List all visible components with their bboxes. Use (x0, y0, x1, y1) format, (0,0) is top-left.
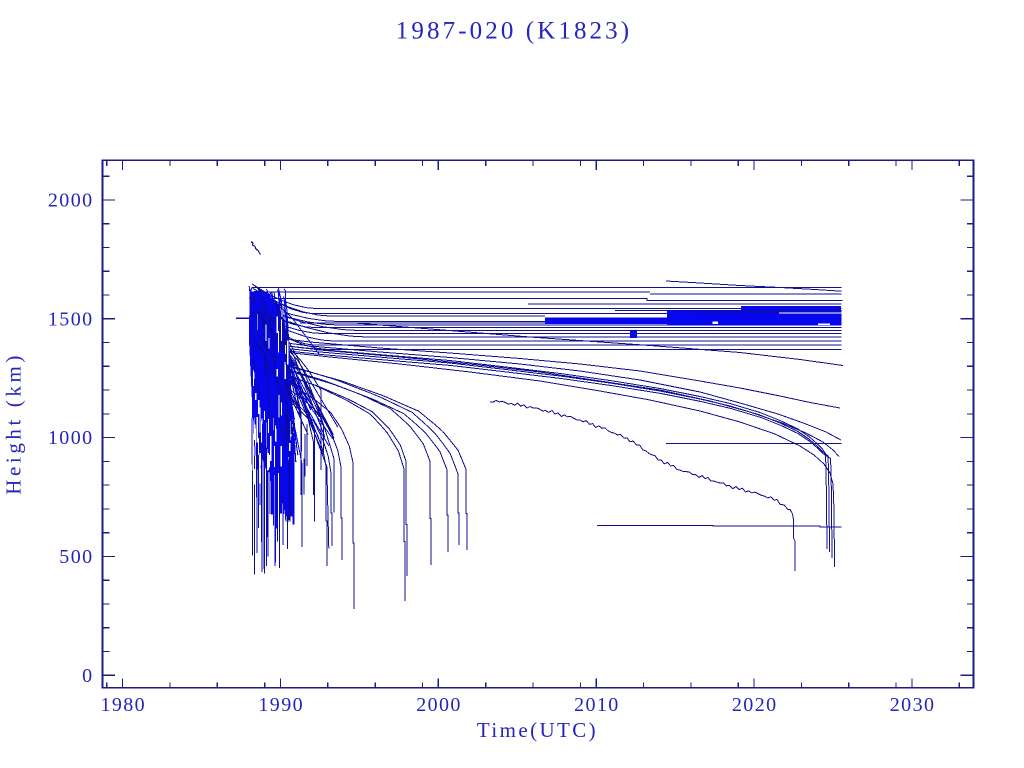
svg-text:2030: 2030 (890, 694, 936, 716)
svg-text:Height (km): Height (km) (2, 352, 26, 495)
svg-text:1000: 1000 (48, 427, 94, 449)
svg-text:1990: 1990 (258, 694, 304, 716)
svg-text:2010: 2010 (574, 694, 620, 716)
svg-text:1980: 1980 (100, 694, 146, 716)
svg-text:2000: 2000 (416, 694, 462, 716)
svg-text:1500: 1500 (48, 308, 94, 330)
svg-text:500: 500 (59, 546, 93, 568)
svg-text:0: 0 (82, 665, 93, 687)
svg-text:Time(UTC): Time(UTC) (477, 718, 598, 742)
svg-text:2000: 2000 (48, 190, 94, 212)
svg-text:1987-020 (K1823): 1987-020 (K1823) (396, 18, 632, 45)
svg-text:2020: 2020 (732, 694, 778, 716)
